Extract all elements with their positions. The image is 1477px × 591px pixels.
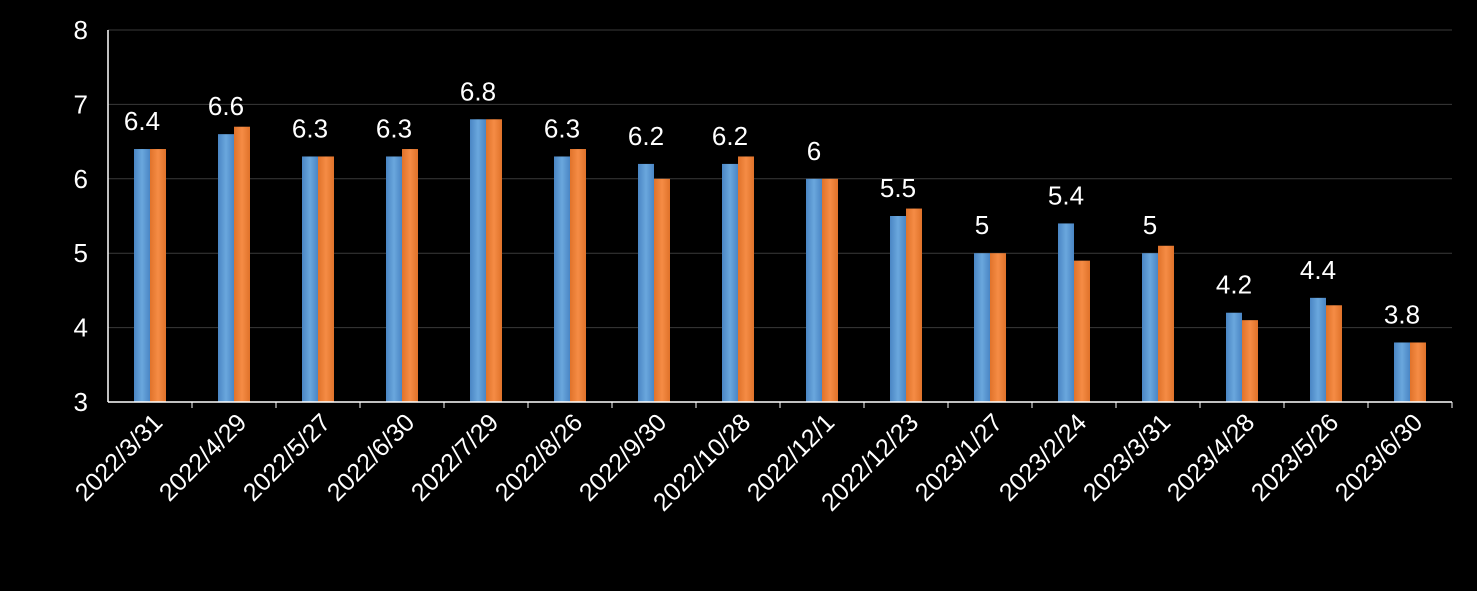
x-tick-label: 2022/6/30 xyxy=(322,408,420,506)
data-label: 5 xyxy=(1143,210,1157,240)
bar-series-1 xyxy=(638,163,654,402)
bar-series-2 xyxy=(486,119,502,402)
x-tick-label: 2022/5/27 xyxy=(238,408,336,506)
bar-series-2 xyxy=(906,208,922,402)
bar-series-2 xyxy=(1326,305,1342,402)
bar-series-2 xyxy=(822,178,838,402)
bar-series-1 xyxy=(1310,297,1326,402)
bar-series-2 xyxy=(318,156,334,402)
bar-series-1 xyxy=(554,156,570,402)
data-label: 6.8 xyxy=(460,76,496,106)
data-label: 6.6 xyxy=(208,91,244,121)
bar-series-1 xyxy=(134,149,150,402)
data-labels: 6.4 6.6 6.3 6.3 6.8 6.3 6.2 6.2 6 5.5 5 5.4 5 4.2 4.4 3… xyxy=(124,76,1420,329)
bar-series-2 xyxy=(402,149,418,402)
data-label: 5 xyxy=(975,210,989,240)
data-label: 6 xyxy=(807,136,821,166)
bar-series-1 xyxy=(1226,312,1242,402)
data-label: 4.4 xyxy=(1300,255,1336,285)
x-tick-label: 2023/4/28 xyxy=(1162,408,1260,506)
bar-series-2 xyxy=(570,149,586,402)
y-tick-label: 8 xyxy=(74,15,88,45)
bar-series-2 xyxy=(234,126,250,402)
y-tick-label: 7 xyxy=(74,89,88,119)
y-tick-label: 5 xyxy=(74,238,88,268)
bars xyxy=(134,119,1426,402)
x-tick-label: 2023/5/26 xyxy=(1246,408,1344,506)
y-tick-label: 3 xyxy=(74,387,88,417)
bar-series-1 xyxy=(218,134,234,402)
bar-series-1 xyxy=(806,178,822,402)
data-label: 4.2 xyxy=(1216,270,1252,300)
bar-series-1 xyxy=(302,156,318,402)
x-tick-label: 2022/4/29 xyxy=(154,408,252,506)
y-tick-label: 4 xyxy=(74,313,88,343)
data-label: 6.2 xyxy=(628,121,664,151)
y-axis: 3 4 5 6 7 8 xyxy=(74,15,109,417)
bar-series-1 xyxy=(1394,342,1410,402)
bar-series-1 xyxy=(722,163,738,402)
bar-series-1 xyxy=(1058,223,1074,402)
bar-series-2 xyxy=(1074,260,1090,402)
data-label: 6.3 xyxy=(292,113,328,143)
bar-series-1 xyxy=(974,253,990,402)
bar-series-1 xyxy=(1142,253,1158,402)
x-tick-label: 2023/2/24 xyxy=(994,408,1093,507)
x-axis: 2022/3/312022/4/292022/5/272022/6/302022… xyxy=(70,401,1453,517)
data-label: 5.4 xyxy=(1048,180,1084,210)
data-label: 6.4 xyxy=(124,106,160,136)
data-label: 6.3 xyxy=(376,113,412,143)
bar-series-2 xyxy=(738,156,754,402)
x-tick-label: 2022/7/29 xyxy=(406,408,504,506)
bar-series-1 xyxy=(470,119,486,402)
y-tick-label: 6 xyxy=(74,164,88,194)
bar-series-2 xyxy=(1158,245,1174,402)
bar-series-2 xyxy=(990,253,1006,402)
data-label: 6.2 xyxy=(712,121,748,151)
x-tick-label: 2022/8/26 xyxy=(490,408,588,506)
bar-series-1 xyxy=(890,216,906,402)
x-tick-label: 2023/3/31 xyxy=(1078,408,1176,506)
x-tick-label: 2023/1/27 xyxy=(910,408,1008,506)
x-tick-label: 2023/6/30 xyxy=(1330,408,1428,506)
data-label: 6.3 xyxy=(544,113,580,143)
bar-series-2 xyxy=(150,149,166,402)
bar-series-1 xyxy=(386,156,402,402)
bar-series-2 xyxy=(654,178,670,402)
data-label: 3.8 xyxy=(1384,299,1420,329)
bar-series-2 xyxy=(1242,320,1258,402)
x-tick-label: 2022/3/31 xyxy=(70,408,168,506)
data-label: 5.5 xyxy=(880,173,916,203)
bar-series-2 xyxy=(1410,342,1426,402)
